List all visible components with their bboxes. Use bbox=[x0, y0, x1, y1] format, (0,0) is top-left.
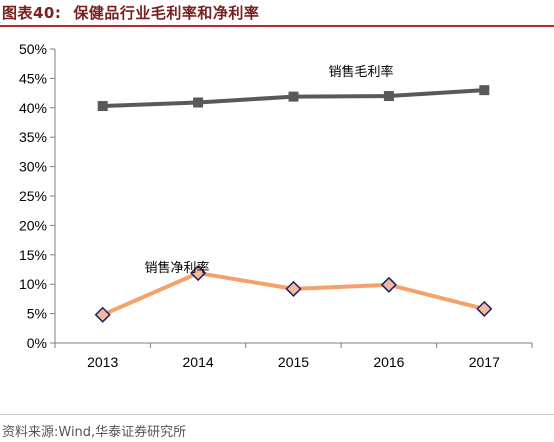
series-label-net-margin: 销售净利率 bbox=[144, 260, 209, 276]
point-gross-margin bbox=[479, 85, 490, 96]
y-tick-label: 5% bbox=[27, 306, 47, 322]
y-tick-label: 35% bbox=[19, 129, 47, 145]
line-chart: 0% 5% 10% 15% 20% 25% 30% 35% 40% 45% 50% 2013 2014 2… bbox=[19, 41, 533, 370]
x-tick-label: 2013 bbox=[87, 354, 118, 370]
point-gross-margin bbox=[383, 91, 394, 102]
point-net-margin bbox=[190, 264, 207, 282]
x-tick-label: 2014 bbox=[183, 354, 214, 370]
y-tick-label: 40% bbox=[19, 100, 47, 116]
y-tick-label: 25% bbox=[19, 188, 47, 204]
footer-divider bbox=[0, 414, 554, 415]
y-tick-label: 20% bbox=[19, 217, 47, 233]
y-tick-label: 15% bbox=[19, 247, 47, 263]
y-tick-label: 0% bbox=[27, 335, 47, 351]
y-tick-label: 45% bbox=[19, 70, 47, 86]
y-tick-label: 30% bbox=[19, 159, 47, 175]
point-net-margin bbox=[476, 300, 493, 317]
source-note: 资料来源:Wind,华泰证券研究所 bbox=[2, 425, 187, 440]
y-tick-label: 10% bbox=[19, 276, 47, 292]
point-net-margin bbox=[380, 276, 397, 293]
x-tick-label: 2015 bbox=[278, 354, 309, 370]
figure-title: 图表40: 保健品行业毛利率和净利率 bbox=[2, 2, 259, 23]
point-gross-margin bbox=[288, 91, 299, 102]
x-tick-label: 2017 bbox=[469, 354, 500, 370]
point-gross-margin bbox=[97, 101, 108, 112]
figure-header: 图表40: 保健品行业毛利率和净利率 bbox=[0, 0, 554, 27]
figure-label: 图表40: bbox=[2, 4, 62, 22]
chart-title: 保健品行业毛利率和净利率 bbox=[73, 4, 260, 22]
series-label-gross-margin: 销售毛利率 bbox=[328, 64, 393, 80]
x-tick-label: 2016 bbox=[373, 354, 404, 370]
point-gross-margin bbox=[193, 97, 204, 108]
point-net-margin bbox=[285, 280, 302, 297]
point-net-margin bbox=[94, 306, 111, 323]
y-tick-label: 50% bbox=[19, 41, 47, 57]
